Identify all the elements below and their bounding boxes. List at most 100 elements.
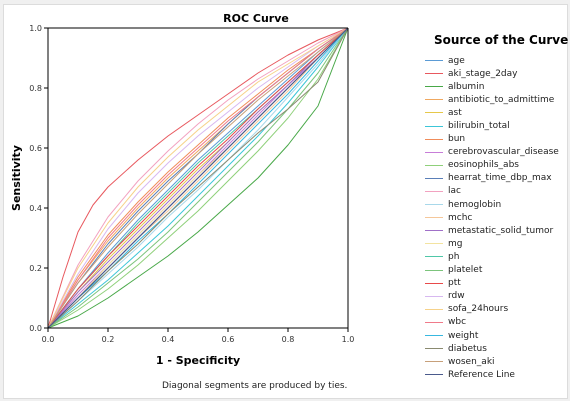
- legend-swatch: [425, 269, 443, 271]
- x-tick-label: 0.6: [222, 335, 235, 344]
- legend-swatch: [425, 217, 443, 219]
- series-line-22: [47, 27, 349, 329]
- series-line-18: [47, 27, 349, 329]
- axes-layer: [47, 27, 349, 329]
- legend-label: ptt: [448, 278, 461, 289]
- legend-item: ptt: [425, 277, 559, 290]
- legend-swatch: [425, 60, 443, 62]
- legend-item: weight: [425, 329, 559, 342]
- y-tick-label: 0.2: [29, 264, 42, 273]
- legend-item: eosinophils_abs: [425, 159, 559, 172]
- legend-label: hemoglobin: [448, 199, 502, 210]
- series-line-2: [47, 27, 349, 329]
- legend-item: mchc: [425, 211, 559, 224]
- series-line-11: [47, 27, 349, 329]
- legend-swatch: [425, 256, 443, 258]
- legend-item: bilirubin_total: [425, 119, 559, 132]
- legend-swatch: [425, 204, 443, 206]
- legend-item: hemoglobin: [425, 198, 559, 211]
- series-line-13: [47, 27, 349, 329]
- y-tick-label: 0.4: [29, 204, 42, 213]
- legend-item: wosen_aki: [425, 355, 559, 368]
- legend-item: antibiotic_to_admittime: [425, 93, 559, 106]
- legend-swatch: [425, 361, 443, 363]
- footnote: Diagonal segments are produced by ties.: [162, 381, 348, 391]
- x-tick-label: 0.2: [102, 335, 115, 344]
- chart-title: ROC Curve: [223, 12, 289, 25]
- series-line-23: [47, 27, 349, 329]
- legend-swatch: [425, 335, 443, 337]
- legend-item: hearrat_time_dbp_max: [425, 172, 559, 185]
- legend-label: bun: [448, 134, 466, 145]
- legend-label: ph: [448, 251, 460, 262]
- legend-label: mg: [448, 238, 463, 249]
- legend-label: mchc: [448, 212, 473, 223]
- legend-swatch: [425, 295, 443, 297]
- legend-label: diabetus: [448, 343, 487, 354]
- legend-label: weight: [448, 330, 479, 341]
- legend-item: metastatic_solid_tumor: [425, 224, 559, 237]
- y-tick-label: 0.8: [29, 84, 42, 93]
- x-tick-label: 0.4: [162, 335, 175, 344]
- legend-label: aki_stage_2day: [448, 68, 518, 79]
- y-axis-label: Sensitivity: [10, 145, 23, 211]
- series-line-21: [47, 27, 349, 329]
- legend-swatch: [425, 190, 443, 192]
- legend-item: cerebrovascular_disease: [425, 146, 559, 159]
- legend-item: Reference Line: [425, 368, 559, 381]
- series-line-19: [47, 27, 349, 329]
- legend-swatch: [425, 73, 443, 75]
- legend-label: albumin: [448, 81, 485, 92]
- legend-swatch: [425, 151, 443, 153]
- legend-item: bun: [425, 133, 559, 146]
- legend-swatch: [425, 321, 443, 323]
- legend-item: diabetus: [425, 342, 559, 355]
- legend-label: rdw: [448, 291, 465, 302]
- series-line-8: [47, 27, 349, 329]
- x-tick-label: 0.8: [282, 335, 295, 344]
- legend-item: age: [425, 54, 559, 67]
- series-layer: [47, 27, 349, 329]
- legend-label: eosinophils_abs: [448, 160, 519, 171]
- legend-swatch: [425, 243, 443, 245]
- y-tick-label: 1.0: [29, 24, 42, 33]
- series-line-6: [47, 27, 349, 329]
- x-tick-label: 0.0: [42, 335, 55, 344]
- legend-label: Reference Line: [448, 369, 515, 380]
- legend-item: lac: [425, 185, 559, 198]
- legend-label: wosen_aki: [448, 356, 495, 367]
- y-tick-label: 0.0: [29, 324, 42, 333]
- x-axis-label: 1 - Specificity: [156, 354, 240, 367]
- legend-label: age: [448, 55, 465, 66]
- legend-swatch: [425, 112, 443, 114]
- series-line-24: [47, 27, 349, 329]
- series-line-16: [47, 27, 349, 329]
- legend-label: lac: [448, 186, 461, 197]
- legend-swatch: [425, 230, 443, 232]
- legend-swatch: [425, 282, 443, 284]
- legend-label: wbc: [448, 317, 467, 328]
- legend-item: wbc: [425, 316, 559, 329]
- legend-label: antibiotic_to_admittime: [448, 94, 555, 105]
- legend-title: Source of the Curve: [434, 33, 569, 47]
- legend-swatch: [425, 86, 443, 88]
- legend-item: sofa_24hours: [425, 303, 559, 316]
- legend-item: albumin: [425, 80, 559, 93]
- series-line-20: [47, 27, 349, 329]
- legend-label: hearrat_time_dbp_max: [448, 173, 552, 184]
- legend-swatch: [425, 177, 443, 179]
- series-line-5: [47, 27, 349, 329]
- y-tick-label: 0.6: [29, 144, 42, 153]
- legend-swatch: [425, 308, 443, 310]
- legend-swatch: [425, 125, 443, 127]
- series-line-1: [47, 27, 349, 329]
- legend-swatch: [425, 164, 443, 166]
- legend-swatch: [425, 348, 443, 350]
- series-line-10: [47, 27, 349, 329]
- series-line-17: [47, 27, 349, 329]
- legend-label: ast: [448, 107, 462, 118]
- legend-item: aki_stage_2day: [425, 67, 559, 80]
- legend-swatch: [425, 138, 443, 140]
